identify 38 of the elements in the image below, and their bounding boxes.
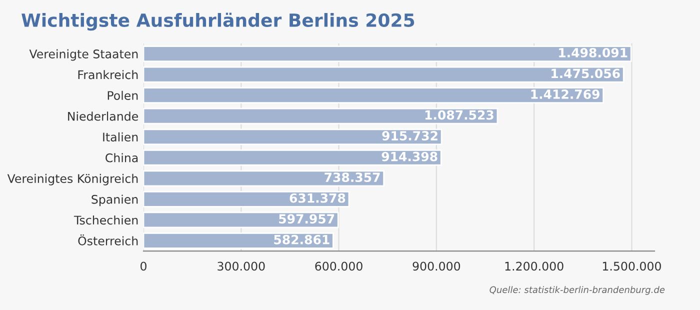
x-tick-label: 600.000 <box>315 262 362 271</box>
y-tick-label: Vereinigte Staaten <box>29 49 138 61</box>
data-label: 738.357 <box>324 172 380 182</box>
bar <box>144 108 498 124</box>
bar <box>144 170 385 187</box>
data-label: 1.498.091 <box>559 48 628 58</box>
y-tick-label: Tschechien <box>74 215 138 225</box>
x-tick-label: 1.200.000 <box>505 262 564 271</box>
bar <box>144 212 339 228</box>
y-tick-label: Österreich <box>78 234 138 246</box>
data-label: 1.475.056 <box>552 68 620 78</box>
x-tick-label: 300.000 <box>218 262 265 271</box>
chart-title: Wichtigste Ausfuhrländer Berlins 2025 <box>22 12 414 31</box>
y-tick-label: Frankreich <box>78 70 138 80</box>
data-label: 582.861 <box>274 234 330 244</box>
y-tick-label: Vereinigtes Königreich <box>7 174 138 186</box>
data-label: 597.957 <box>279 214 334 224</box>
data-label: 914.398 <box>382 152 438 162</box>
x-tick-label: 900.000 <box>412 262 460 271</box>
source-note: Quelle: statistik-berlin-brandenburg.de <box>490 286 665 295</box>
y-tick-label: China <box>106 153 138 162</box>
y-tick-label: Polen <box>108 90 138 100</box>
x-tick-label: 1.500.000 <box>602 262 661 271</box>
bar <box>144 46 632 62</box>
bar <box>144 149 442 166</box>
bar <box>144 191 350 208</box>
y-tick-label: Spanien <box>92 194 138 206</box>
bar <box>144 66 624 83</box>
y-tick-label: Italien <box>103 132 138 142</box>
y-tick-label: Niederlande <box>68 112 138 121</box>
bar <box>144 232 334 249</box>
x-tick-label: 0 <box>140 262 146 271</box>
data-label: 1.087.523 <box>425 110 494 120</box>
data-label: 631.378 <box>290 193 346 203</box>
data-label: 915.732 <box>382 131 438 140</box>
bar <box>144 87 604 104</box>
data-label: 1.412.769 <box>531 89 600 99</box>
bar <box>144 128 442 146</box>
